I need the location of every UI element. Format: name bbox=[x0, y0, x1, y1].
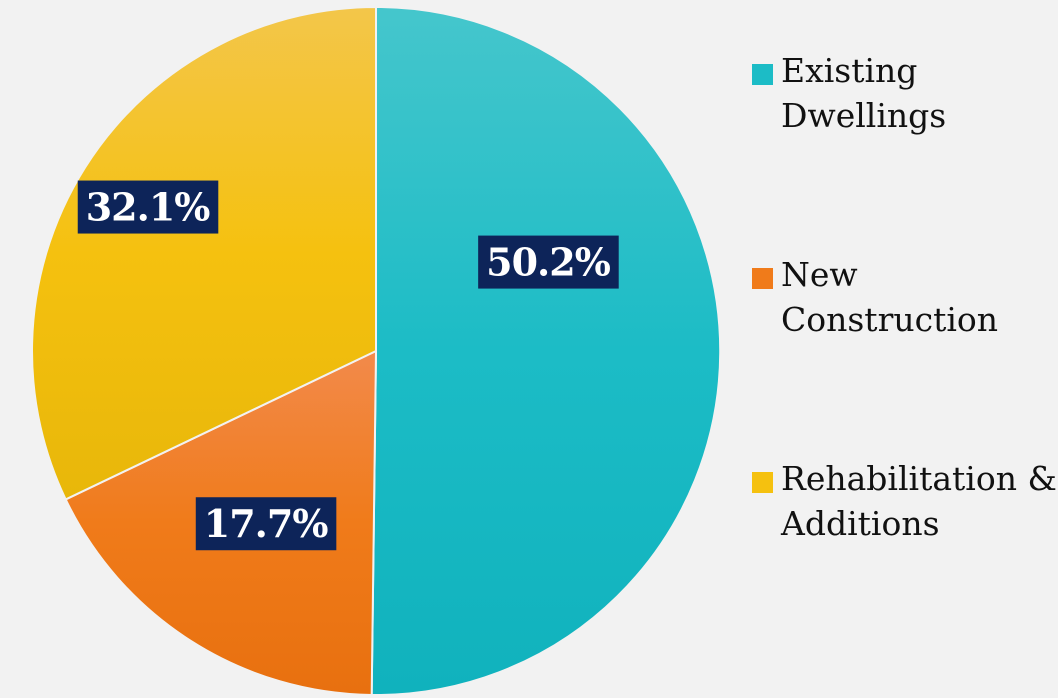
pie-slice-rehabilitation-and-additions bbox=[31, 5, 377, 501]
legend-label: Rehabilitation & Additions bbox=[780, 459, 1057, 543]
legend-swatch bbox=[752, 472, 773, 493]
data-label-text: 32.1% bbox=[86, 185, 211, 230]
data-label-text: 50.2% bbox=[486, 240, 611, 285]
pie-slices bbox=[31, 5, 722, 696]
legend: Existing Dwellings New Construction Rehabili… bbox=[752, 51, 1057, 543]
legend-label: New Construction bbox=[781, 255, 998, 339]
legend-item-new-construction: New Construction bbox=[752, 255, 998, 339]
data-label-background bbox=[77, 180, 219, 234]
data-label-background bbox=[195, 497, 337, 551]
data-label-background bbox=[478, 235, 619, 289]
legend-item-rehabilitation-and-additions: Rehabilitation & Additions bbox=[752, 459, 1057, 543]
data-label-new-construction: 17.7% bbox=[195, 497, 337, 551]
legend-label: Existing Dwellings bbox=[781, 51, 946, 135]
pie-slice-existing-dwellings bbox=[370, 5, 722, 696]
data-label-rehabilitation-and-additions: 32.1% bbox=[77, 180, 219, 234]
data-label-text: 17.7% bbox=[204, 501, 329, 546]
legend-swatch bbox=[752, 268, 773, 289]
data-label-existing-dwellings: 50.2% bbox=[478, 235, 619, 289]
legend-item-existing-dwellings: Existing Dwellings bbox=[752, 51, 946, 135]
data-labels: 50.2% 17.7% 32.1% bbox=[77, 180, 619, 551]
legend-swatch bbox=[752, 64, 773, 85]
